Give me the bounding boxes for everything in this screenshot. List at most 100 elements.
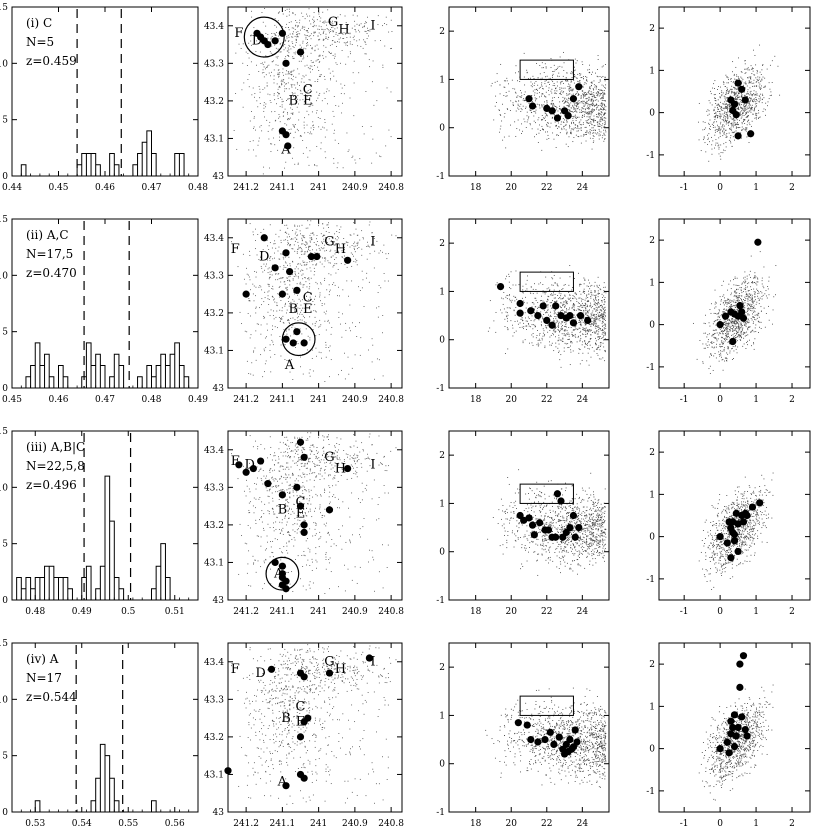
cmd-bg-point (538, 340, 539, 341)
sky-bg-point (306, 286, 307, 287)
cmd-bg-point (544, 72, 545, 73)
cmd-bg-point (495, 82, 496, 83)
cmd-bg-point (589, 288, 590, 289)
sky-bg-point (274, 69, 275, 70)
cmd-bg-point (587, 120, 588, 121)
cmd-bg-point (576, 301, 577, 302)
sky-bg-point (280, 253, 281, 254)
cmd-bg-point (503, 95, 504, 96)
cmd-bg-point (557, 295, 558, 296)
sky-bg-point (330, 79, 331, 80)
cmd-bg-point (510, 320, 511, 321)
sky-bg-point (316, 356, 317, 357)
sky-bg-point (274, 75, 275, 76)
cmd-bg-point (587, 112, 588, 113)
sky-bg-point (335, 54, 336, 55)
sky-bg-point (285, 284, 286, 285)
cmd-bg-point (506, 78, 507, 79)
sky-bg-point (317, 110, 318, 111)
sky-bg-point (298, 163, 299, 164)
sky-bg-point (263, 64, 264, 65)
cmd-bg-point (582, 329, 583, 330)
cmd-bg-point (577, 103, 578, 104)
cmd-bg-point (590, 286, 591, 287)
sky-bg-point (268, 268, 269, 269)
sky-bg-point (361, 249, 362, 250)
cmd-bg-point (584, 95, 585, 96)
cmd-i-ytick-label: -1 (436, 172, 445, 182)
cmd-bg-point (559, 297, 560, 298)
cc-bg-point (757, 76, 758, 77)
sky-bg-point (315, 335, 316, 336)
sky-bg-point (322, 22, 323, 23)
cmd-bg-point (517, 321, 518, 322)
cmd-bg-point (593, 101, 594, 102)
cc-bg-point (758, 113, 759, 114)
sky-bg-point (382, 25, 383, 26)
cmd-bg-point (596, 307, 597, 308)
cmd-bg-point (584, 101, 585, 102)
cc-bg-point (723, 117, 724, 118)
cmd-bg-point (605, 110, 606, 111)
sky-bg-point (320, 34, 321, 35)
sky-bg-point (288, 55, 289, 56)
sky-bg-point (277, 58, 278, 59)
cc-bg-point (758, 110, 759, 111)
sky-bg-point (281, 345, 282, 346)
sky-bg-point (386, 258, 387, 259)
cmd-bg-point (589, 283, 590, 284)
cc-bg-point (730, 137, 731, 138)
cmd-bg-point (564, 333, 565, 334)
cmd-bg-point (521, 108, 522, 109)
cmd-bg-point (585, 307, 586, 308)
hist-ii-ytick-label: 5 (2, 328, 8, 338)
cmd-bg-point (594, 125, 595, 126)
cc-bg-point (740, 101, 741, 102)
sky-bg-point (326, 130, 327, 131)
cmd-bg-point (603, 290, 604, 291)
cmd-bg-point (552, 300, 553, 301)
sky-bg-point (298, 268, 299, 269)
cmd-bg-point (558, 329, 559, 330)
sky-substructure-label: H (338, 22, 349, 37)
hist-bin (152, 377, 157, 388)
cmd-bg-point (588, 312, 589, 313)
cmd-bg-point (545, 117, 546, 118)
sky-bg-point (291, 238, 292, 239)
cmd-bg-point (603, 322, 604, 323)
cc-bg-point (760, 89, 761, 90)
cmd-bg-point (564, 351, 565, 352)
sky-bg-point (310, 220, 311, 221)
sky-bg-point (285, 56, 286, 57)
cc-bg-point (725, 130, 726, 131)
sky-bg-point (305, 281, 306, 282)
cmd-bg-point (569, 308, 570, 309)
cmd-bg-point (504, 87, 505, 88)
cmd-bg-point (597, 107, 598, 108)
cmd-bg-point (588, 291, 589, 292)
cmd-bg-point (509, 294, 510, 295)
cmd-bg-point (588, 341, 589, 342)
sky-bg-point (315, 348, 316, 349)
sky-bg-point (355, 29, 356, 30)
hist-bin (133, 165, 138, 176)
cmd-bg-point (523, 119, 524, 120)
cc-member-point (733, 111, 740, 118)
sky-bg-point (282, 101, 283, 102)
sky-bg-point (289, 236, 290, 237)
cmd-bg-point (597, 121, 598, 122)
sky-bg-point (256, 100, 257, 101)
sky-bg-point (340, 324, 341, 325)
sky-bg-point (357, 245, 358, 246)
sky-bg-point (263, 111, 264, 112)
cc-bg-point (741, 110, 742, 111)
sky-bg-point (295, 233, 296, 234)
sky-bg-point (287, 278, 288, 279)
sky-bg-point (333, 111, 334, 112)
cmd-bg-point (538, 284, 539, 285)
sky-bg-point (279, 76, 280, 77)
cmd-bg-point (569, 104, 570, 105)
sky-bg-point (341, 337, 342, 338)
cc-bg-point (707, 144, 708, 145)
sky-bg-point (283, 75, 284, 76)
